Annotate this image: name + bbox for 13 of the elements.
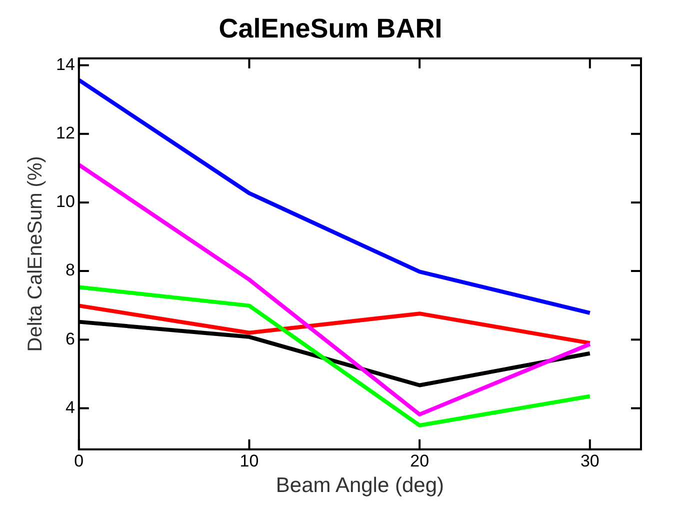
- y-tick-label: 14: [56, 54, 75, 74]
- y-tick-label: 8: [65, 260, 75, 280]
- chart-title: CalEneSum BARI: [218, 14, 442, 44]
- x-tick-label: 10: [240, 451, 259, 470]
- x-tick-label: 0: [74, 451, 84, 470]
- y-tick-label: 12: [56, 124, 75, 143]
- y-axis-title: Delta CalEneSum (%): [24, 156, 47, 352]
- y-tick-label: 6: [65, 329, 75, 348]
- x-tick-label: 20: [410, 451, 430, 470]
- x-axis-title: Beam Angle (deg): [276, 474, 444, 498]
- x-tick-label: 30: [580, 451, 600, 470]
- y-tick-label: 10: [56, 192, 75, 212]
- y-tick-label: 4: [65, 398, 75, 417]
